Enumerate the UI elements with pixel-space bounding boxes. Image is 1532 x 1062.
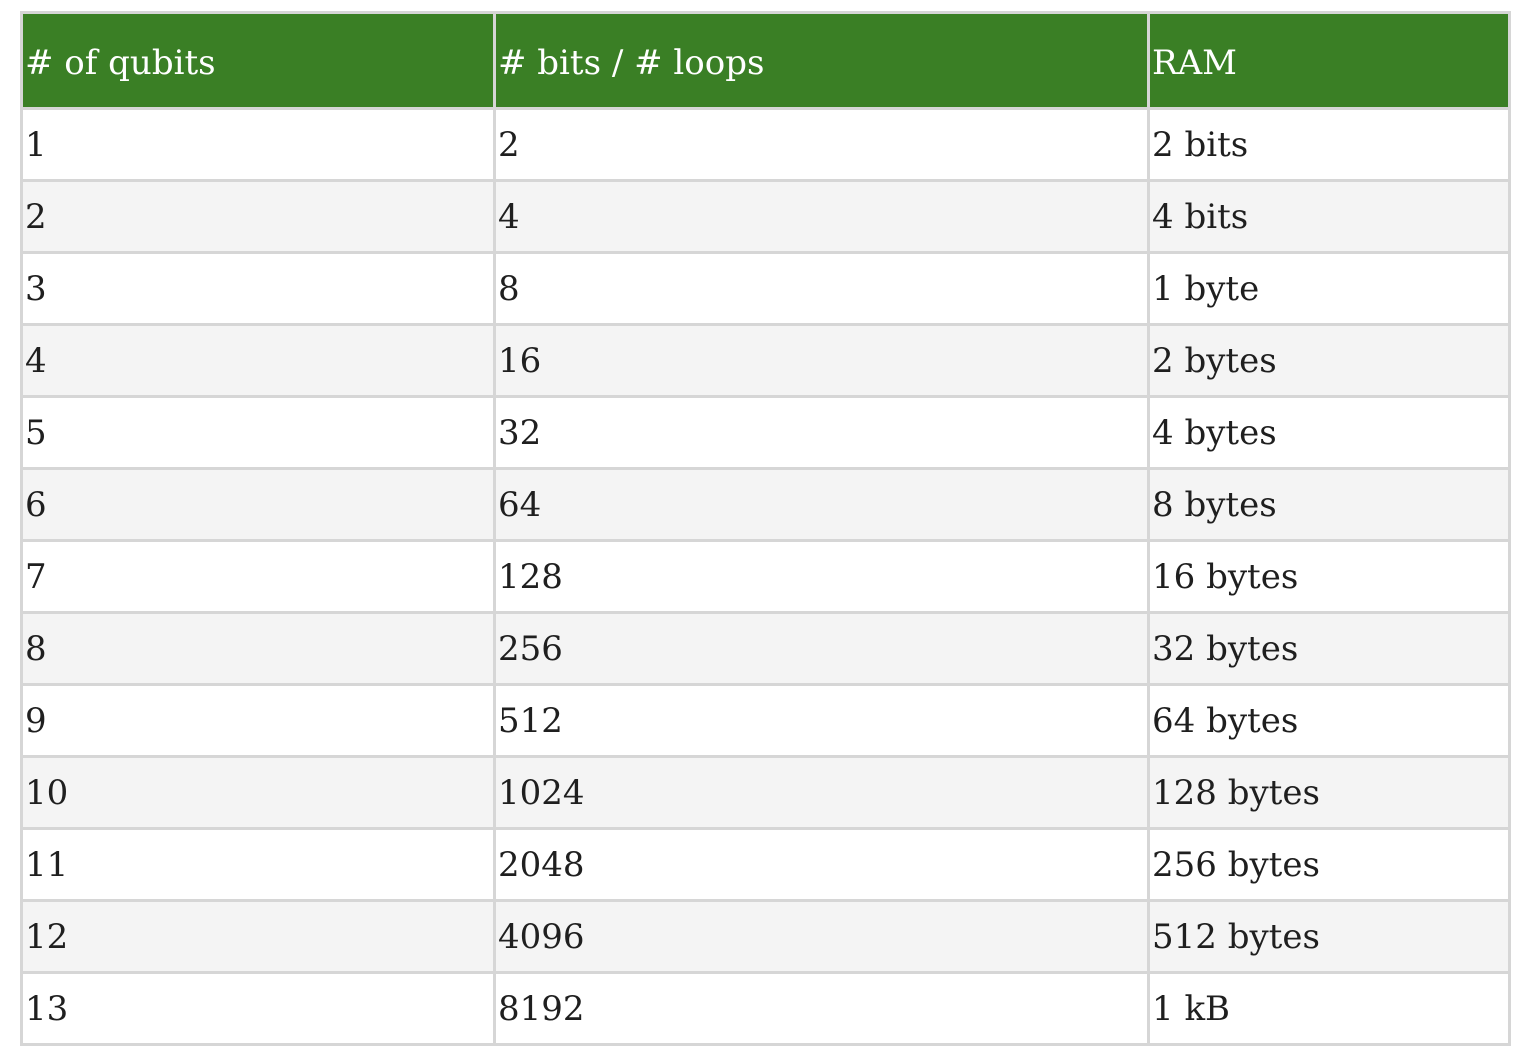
table-row: 12 4096 512 bytes <box>20 899 1511 974</box>
cell-bits-loops: 32 <box>493 395 1150 470</box>
cell-qubits: 2 <box>20 179 496 254</box>
table-row: 5 32 4 bytes <box>20 395 1511 470</box>
table-row: 3 8 1 byte <box>20 251 1511 326</box>
table-body: 1 2 2 bits 2 4 4 bits 3 8 1 byte 4 16 2 … <box>20 107 1511 1046</box>
cell-ram: 512 bytes <box>1147 899 1511 974</box>
cell-ram: 16 bytes <box>1147 539 1511 614</box>
header-row: # of qubits # bits / # loops RAM <box>20 11 1511 110</box>
table-header: # of qubits # bits / # loops RAM <box>20 11 1511 110</box>
cell-ram: 1 byte <box>1147 251 1511 326</box>
qubit-memory-table: # of qubits # bits / # loops RAM 1 2 2 b… <box>20 11 1511 1046</box>
cell-qubits: 12 <box>20 899 496 974</box>
cell-ram: 2 bits <box>1147 107 1511 182</box>
cell-qubits: 10 <box>20 755 496 830</box>
cell-ram: 32 bytes <box>1147 611 1511 686</box>
table-row: 1 2 2 bits <box>20 107 1511 182</box>
cell-qubits: 11 <box>20 827 496 902</box>
table-row: 9 512 64 bytes <box>20 683 1511 758</box>
cell-qubits: 13 <box>20 971 496 1046</box>
cell-bits-loops: 2 <box>493 107 1150 182</box>
cell-ram: 256 bytes <box>1147 827 1511 902</box>
cell-bits-loops: 2048 <box>493 827 1150 902</box>
header-bits-loops: # bits / # loops <box>493 11 1150 110</box>
table-row: 6 64 8 bytes <box>20 467 1511 542</box>
table-row: 13 8192 1 kB <box>20 971 1511 1046</box>
cell-qubits: 4 <box>20 323 496 398</box>
cell-ram: 128 bytes <box>1147 755 1511 830</box>
cell-bits-loops: 1024 <box>493 755 1150 830</box>
cell-ram: 8 bytes <box>1147 467 1511 542</box>
cell-qubits: 6 <box>20 467 496 542</box>
cell-qubits: 5 <box>20 395 496 470</box>
header-ram: RAM <box>1147 11 1511 110</box>
cell-bits-loops: 64 <box>493 467 1150 542</box>
cell-qubits: 9 <box>20 683 496 758</box>
cell-ram: 64 bytes <box>1147 683 1511 758</box>
cell-qubits: 1 <box>20 107 496 182</box>
cell-bits-loops: 4096 <box>493 899 1150 974</box>
cell-bits-loops: 8 <box>493 251 1150 326</box>
cell-qubits: 3 <box>20 251 496 326</box>
cell-bits-loops: 16 <box>493 323 1150 398</box>
cell-qubits: 7 <box>20 539 496 614</box>
header-qubits: # of qubits <box>20 11 496 110</box>
table-row: 11 2048 256 bytes <box>20 827 1511 902</box>
qubit-memory-table-container: # of qubits # bits / # loops RAM 1 2 2 b… <box>20 11 1511 1046</box>
cell-ram: 4 bytes <box>1147 395 1511 470</box>
cell-bits-loops: 4 <box>493 179 1150 254</box>
cell-ram: 1 kB <box>1147 971 1511 1046</box>
table-row: 7 128 16 bytes <box>20 539 1511 614</box>
table-row: 2 4 4 bits <box>20 179 1511 254</box>
cell-ram: 2 bytes <box>1147 323 1511 398</box>
table-row: 8 256 32 bytes <box>20 611 1511 686</box>
cell-bits-loops: 128 <box>493 539 1150 614</box>
cell-bits-loops: 256 <box>493 611 1150 686</box>
table-row: 4 16 2 bytes <box>20 323 1511 398</box>
cell-bits-loops: 512 <box>493 683 1150 758</box>
table-row: 10 1024 128 bytes <box>20 755 1511 830</box>
cell-ram: 4 bits <box>1147 179 1511 254</box>
cell-bits-loops: 8192 <box>493 971 1150 1046</box>
cell-qubits: 8 <box>20 611 496 686</box>
